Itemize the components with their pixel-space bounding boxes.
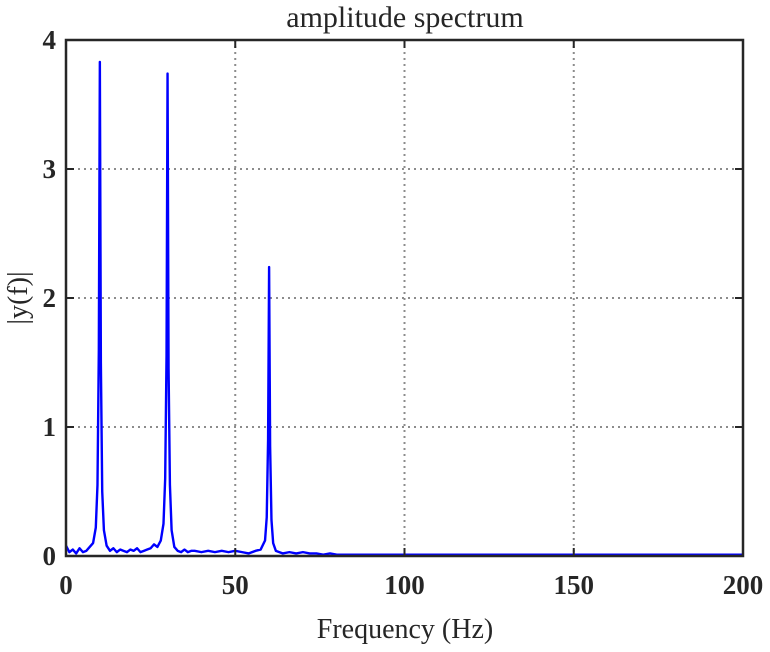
series-line [64, 60, 743, 556]
y-tick-label: 3 [43, 154, 57, 184]
chart-title: amplitude spectrum [286, 1, 523, 34]
y-tick-label: 1 [43, 412, 57, 442]
grid [66, 40, 743, 556]
x-tick-label: 150 [554, 570, 595, 600]
y-tick-label: 4 [43, 25, 57, 55]
y-tick-label: 2 [43, 283, 57, 313]
x-axis-label: Frequency (Hz) [317, 614, 493, 645]
y-tick-label: 0 [43, 541, 57, 571]
x-tick-label: 100 [384, 570, 425, 600]
tick-labels: 0 50 100 150 200 0 1 2 3 4 [43, 25, 764, 600]
axes [64, 38, 745, 558]
x-tick-label: 0 [59, 570, 73, 600]
x-tick-label: 200 [723, 570, 764, 600]
y-axis-label: |y(f)| [3, 271, 34, 324]
x-tick-label: 50 [222, 570, 249, 600]
series-layer [64, 60, 743, 556]
